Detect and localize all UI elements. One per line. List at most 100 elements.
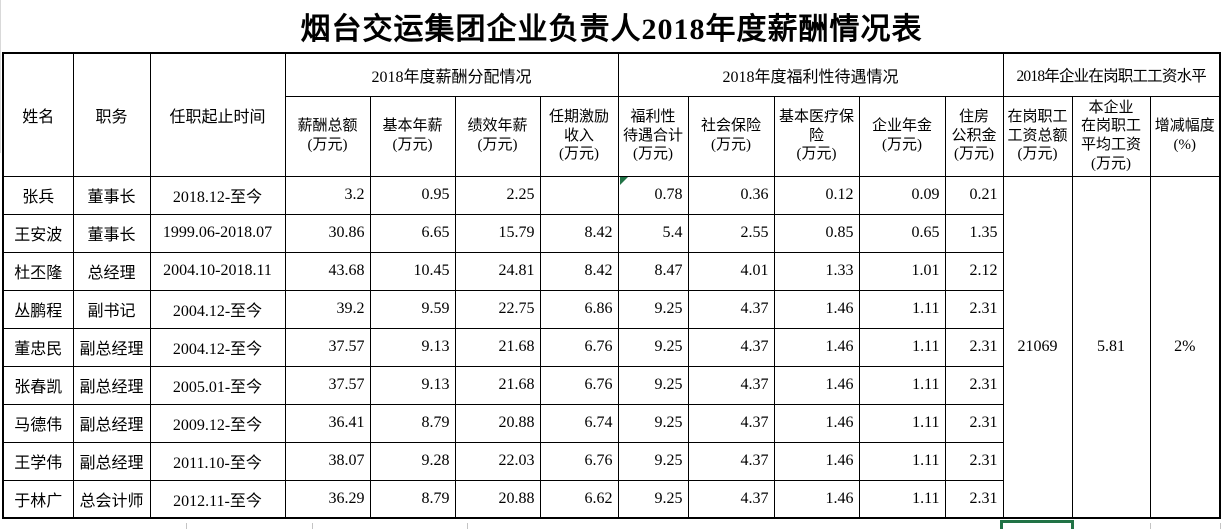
cell-value[interactable] xyxy=(539,175,619,215)
cell-value[interactable]: 43.68 xyxy=(284,251,371,291)
header-group-salary[interactable]: 2018年度薪酬分配情况 xyxy=(284,52,619,97)
cell-value[interactable]: 1.01 xyxy=(858,251,946,291)
cell-value[interactable]: 0.78 xyxy=(617,175,689,215)
cell-title[interactable]: 副总经理 xyxy=(72,365,151,405)
cell-value[interactable]: 1.46 xyxy=(773,289,860,329)
cell-value[interactable]: 8.79 xyxy=(369,403,456,443)
cell-value[interactable]: 2.31 xyxy=(944,289,1004,329)
cell-tenure[interactable]: 2005.01-至今 xyxy=(149,365,286,405)
cell-value[interactable]: 6.86 xyxy=(539,289,619,329)
header-group-welfare[interactable]: 2018年度福利性待遇情况 xyxy=(617,52,1004,97)
cell-tenure[interactable]: 2009.12-至今 xyxy=(149,403,286,443)
cell-value[interactable]: 9.28 xyxy=(369,441,456,481)
cell-tenure[interactable]: 2004.12-至今 xyxy=(149,289,286,329)
header-change-rate[interactable]: 增减幅度 (%) xyxy=(1149,95,1221,177)
cell-name[interactable]: 丛鹏程 xyxy=(2,289,74,329)
cell-tenure[interactable]: 2004.10-2018.11 xyxy=(149,251,286,291)
cell-value[interactable]: 4.37 xyxy=(687,403,775,443)
header-position[interactable]: 职务 xyxy=(72,52,151,177)
cell-value[interactable]: 8.79 xyxy=(369,479,456,519)
cell-value[interactable]: 2.55 xyxy=(687,213,775,253)
cell-value[interactable]: 1.46 xyxy=(773,403,860,443)
cell-value[interactable]: 36.29 xyxy=(284,479,371,519)
cell-name[interactable]: 于林广 xyxy=(2,479,74,519)
cell-value[interactable]: 1.46 xyxy=(773,327,860,367)
cell-value[interactable]: 1.11 xyxy=(858,441,946,481)
cell-value[interactable]: 2.12 xyxy=(944,251,1004,291)
header-tenure-incentive[interactable]: 任期激励 收入 (万元) xyxy=(539,95,619,177)
header-medical-insurance[interactable]: 基本医疗保 险 (万元) xyxy=(773,95,860,177)
cell-value[interactable]: 8.42 xyxy=(539,251,619,291)
header-enterprise-annuity[interactable]: 企业年金 (万元) xyxy=(858,95,946,177)
cell-value[interactable]: 4.01 xyxy=(687,251,775,291)
cell-title[interactable]: 副总经理 xyxy=(72,403,151,443)
cell-value[interactable]: 9.25 xyxy=(617,441,689,481)
cell-value[interactable]: 36.41 xyxy=(284,403,371,443)
cell-value[interactable]: 1.46 xyxy=(773,479,860,519)
cell-value[interactable]: 10.45 xyxy=(369,251,456,291)
cell-value[interactable]: 9.13 xyxy=(369,365,456,405)
header-social-insurance[interactable]: 社会保险 (万元) xyxy=(687,95,775,177)
merged-cell-staff-avg-wage[interactable]: 5.81 xyxy=(1071,175,1151,519)
cell-value[interactable]: 0.21 xyxy=(944,175,1004,215)
cell-value[interactable]: 6.62 xyxy=(539,479,619,519)
cell-value[interactable]: 9.25 xyxy=(617,327,689,367)
cell-value[interactable]: 9.25 xyxy=(617,365,689,405)
header-tenure[interactable]: 任职起止时间 xyxy=(149,52,286,177)
header-group-staff-wage[interactable]: 2018年企业在岗职工工资水平 xyxy=(1002,52,1221,97)
cell-value[interactable]: 3.2 xyxy=(284,175,371,215)
cell-value[interactable]: 1.33 xyxy=(773,251,860,291)
cell-value[interactable]: 0.95 xyxy=(369,175,456,215)
cell-value[interactable]: 0.65 xyxy=(858,213,946,253)
cell-tenure[interactable]: 2004.12-至今 xyxy=(149,327,286,367)
cell-title[interactable]: 董事长 xyxy=(72,213,151,253)
cell-value[interactable]: 20.88 xyxy=(454,479,541,519)
cell-value[interactable]: 4.37 xyxy=(687,479,775,519)
cell-title[interactable]: 副书记 xyxy=(72,289,151,329)
header-welfare-total[interactable]: 福利性 待遇合计 (万元) xyxy=(617,95,689,177)
cell-value[interactable]: 20.88 xyxy=(454,403,541,443)
cell-value[interactable]: 4.37 xyxy=(687,327,775,367)
cell-value[interactable]: 37.57 xyxy=(284,365,371,405)
cell-value[interactable]: 0.12 xyxy=(773,175,860,215)
cell-value[interactable]: 0.36 xyxy=(687,175,775,215)
cell-value[interactable]: 6.76 xyxy=(539,327,619,367)
cell-value[interactable]: 4.37 xyxy=(687,365,775,405)
merged-cell-staff-wage-total[interactable]: 21069 xyxy=(1002,175,1073,519)
cell-value[interactable]: 22.75 xyxy=(454,289,541,329)
cell-value[interactable]: 39.2 xyxy=(284,289,371,329)
cell-value[interactable]: 1.11 xyxy=(858,403,946,443)
cell-value[interactable]: 5.4 xyxy=(617,213,689,253)
header-performance-salary[interactable]: 绩效年薪 (万元) xyxy=(454,95,541,177)
cell-name[interactable]: 马德伟 xyxy=(2,403,74,443)
cell-value[interactable]: 30.86 xyxy=(284,213,371,253)
cell-value[interactable]: 9.25 xyxy=(617,289,689,329)
cell-value[interactable]: 9.25 xyxy=(617,479,689,519)
cell-value[interactable]: 6.74 xyxy=(539,403,619,443)
cell-value[interactable]: 1.11 xyxy=(858,327,946,367)
cell-name[interactable]: 董忠民 xyxy=(2,327,74,367)
cell-value[interactable]: 6.65 xyxy=(369,213,456,253)
cell-value[interactable]: 1.11 xyxy=(858,365,946,405)
active-cell-selection-border[interactable] xyxy=(1000,520,1074,529)
merged-cell-change-rate[interactable]: 2% xyxy=(1149,175,1221,519)
cell-value[interactable]: 1.46 xyxy=(773,441,860,481)
cell-value[interactable]: 2.31 xyxy=(944,365,1004,405)
cell-title[interactable]: 董事长 xyxy=(72,175,151,215)
cell-value[interactable]: 4.37 xyxy=(687,289,775,329)
cell-value[interactable]: 2.31 xyxy=(944,403,1004,443)
header-name[interactable]: 姓名 xyxy=(2,52,74,177)
header-salary-total[interactable]: 薪酬总额 (万元) xyxy=(284,95,371,177)
cell-value[interactable]: 9.13 xyxy=(369,327,456,367)
cell-value[interactable]: 37.57 xyxy=(284,327,371,367)
cell-tenure[interactable]: 1999.06-2018.07 xyxy=(149,213,286,253)
cell-value[interactable]: 1.11 xyxy=(858,289,946,329)
cell-value[interactable]: 2.31 xyxy=(944,327,1004,367)
cell-value[interactable]: 21.68 xyxy=(454,365,541,405)
header-staff-wage-total[interactable]: 在岗职工 工资总额 (万元) xyxy=(1002,95,1073,177)
cell-value[interactable]: 1.46 xyxy=(773,365,860,405)
cell-tenure[interactable]: 2011.10-至今 xyxy=(149,441,286,481)
cell-tenure[interactable]: 2018.12-至今 xyxy=(149,175,286,215)
cell-value[interactable]: 2.25 xyxy=(454,175,541,215)
cell-value[interactable]: 24.81 xyxy=(454,251,541,291)
